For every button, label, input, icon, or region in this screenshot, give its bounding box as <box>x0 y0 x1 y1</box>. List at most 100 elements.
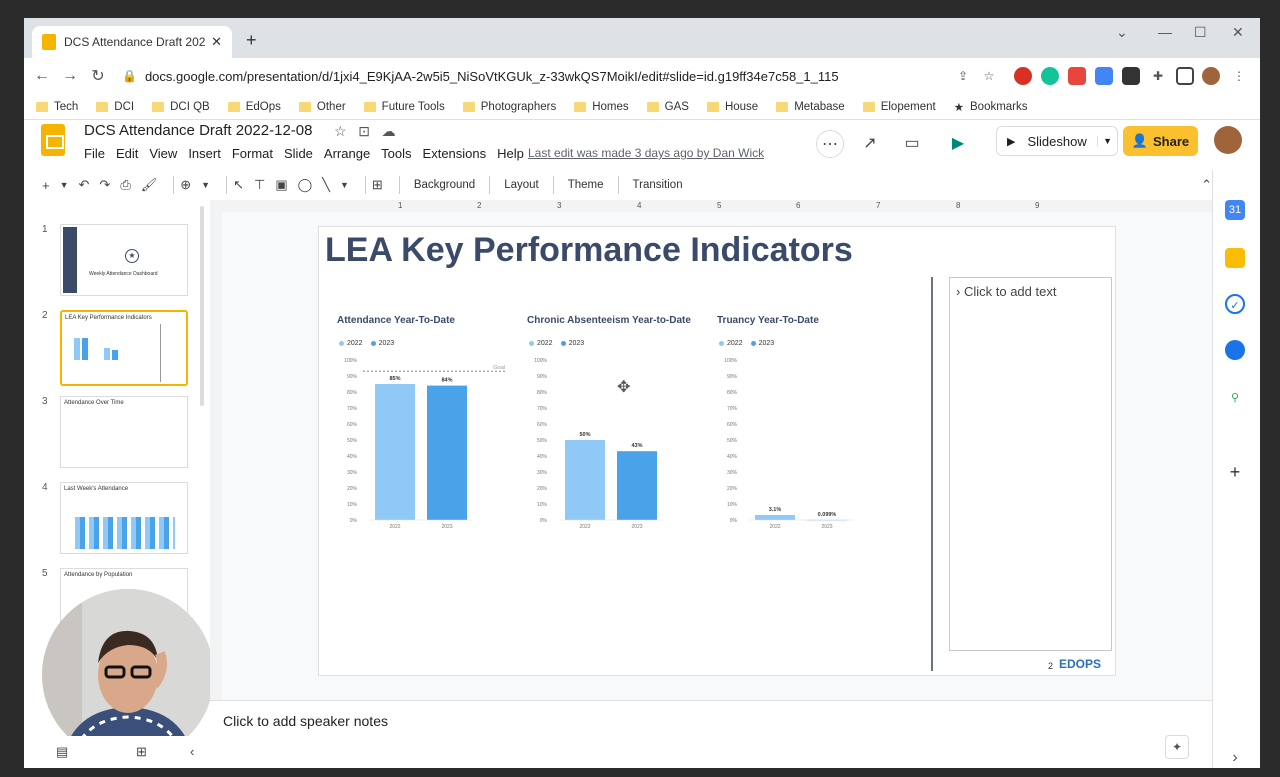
new-slide-dropdown-icon[interactable]: ▼ <box>59 180 69 190</box>
bookmark-dci-qb[interactable]: DCI QB <box>152 101 210 113</box>
zoom-icon[interactable]: ⊕ <box>180 177 192 192</box>
bookmark-future-tools[interactable]: Future Tools <box>363 101 445 113</box>
last-edit-link[interactable]: Last edit was made 3 days ago by Dan Wic… <box>528 146 765 160</box>
menu-slide[interactable]: Slide <box>284 146 313 161</box>
theme-button[interactable]: Theme <box>567 179 604 191</box>
browser-menu-icon[interactable]: ⋮ <box>1233 69 1245 83</box>
comment-icon[interactable]: ▭ <box>904 135 920 152</box>
text-placeholder-box[interactable]: › Click to add text <box>949 277 1112 651</box>
meet-icon[interactable]: ▶ <box>951 135 965 152</box>
menu-arrange[interactable]: Arrange <box>323 146 371 161</box>
close-tab-icon[interactable]: ✕ <box>211 34 222 49</box>
extensions-puzzle-icon[interactable]: ✚ <box>1152 69 1164 83</box>
maps-icon[interactable]: ⚲ <box>1225 388 1245 408</box>
line-icon[interactable]: ╲ <box>322 177 330 192</box>
menu-extensions[interactable]: Extensions <box>422 146 487 161</box>
bookmark-star-icon[interactable]: ☆ <box>983 69 995 83</box>
maximize-icon[interactable]: ☐ <box>1194 24 1207 40</box>
text-box-icon[interactable]: ⊤ <box>253 177 266 192</box>
new-tab-icon[interactable]: + <box>246 30 257 50</box>
layout-button[interactable]: Layout <box>504 179 539 191</box>
print-icon[interactable]: ⎙ <box>120 177 131 192</box>
new-slide-icon[interactable]: + <box>42 177 50 193</box>
slide-title[interactable]: LEA Key Performance Indicators <box>325 231 853 269</box>
background-button[interactable]: Background <box>413 179 476 191</box>
slideshow-button[interactable]: ▶ Slideshow ▼ <box>996 126 1118 156</box>
minimize-icon[interactable]: — <box>1158 24 1172 40</box>
menu-tools[interactable]: Tools <box>381 146 412 161</box>
slide-thumbnail-3[interactable]: Attendance Over Time <box>60 396 188 468</box>
bookmarks-folder[interactable]: ★ Bookmarks <box>953 100 1028 114</box>
filmstrip-scrollbar[interactable] <box>200 206 204 406</box>
slide-thumbnail-4[interactable]: Last Week's Attendance <box>60 482 188 554</box>
bookmark-house[interactable]: House <box>706 101 758 113</box>
share-page-icon[interactable]: ⇪ <box>957 69 969 83</box>
activity-trend-icon[interactable]: ↗ <box>863 135 877 152</box>
current-slide[interactable]: LEA Key Performance Indicators Attendanc… <box>318 226 1116 676</box>
add-comment-icon[interactable]: ⊞ <box>371 177 383 192</box>
browser-tab[interactable]: DCS Attendance Draft 2022-12-0 ✕ <box>32 26 232 58</box>
bookmark-dci[interactable]: DCI <box>96 101 134 113</box>
bookmark-metabase[interactable]: Metabase <box>776 101 845 113</box>
paint-format-icon[interactable]: 🖌 <box>140 177 158 192</box>
bookmark-gas[interactable]: GAS <box>646 101 689 113</box>
redo-icon[interactable]: ↷ <box>99 177 111 192</box>
sidepanel-icon[interactable] <box>1176 67 1194 85</box>
shield-extension-icon[interactable] <box>1068 67 1086 85</box>
menu-help[interactable]: Help <box>497 146 524 161</box>
data-label: 84% <box>441 378 452 384</box>
tab-search-icon[interactable]: ⌄ <box>1116 24 1128 40</box>
explore-icon[interactable]: ✦ <box>1165 735 1189 759</box>
menu-file[interactable]: File <box>84 146 105 161</box>
contacts-icon[interactable] <box>1225 340 1245 360</box>
bookmark-tech[interactable]: Tech <box>36 101 78 113</box>
avatar[interactable] <box>1214 126 1242 154</box>
select-cursor-icon[interactable]: ↖ <box>233 177 244 192</box>
shape-icon[interactable]: ◯ <box>297 177 313 192</box>
speaker-notes[interactable]: Click to add speaker notes ✦ <box>210 700 1212 768</box>
expand-panel-icon[interactable]: › <box>1225 748 1245 768</box>
reload-icon[interactable]: ↻ <box>91 68 105 85</box>
grid-view-icon[interactable]: ⊞ <box>136 744 147 759</box>
profile-avatar[interactable] <box>1202 67 1220 85</box>
menu-view[interactable]: View <box>149 146 178 161</box>
add-addon-icon[interactable]: + <box>1225 462 1245 482</box>
extension-dark-icon[interactable] <box>1122 67 1140 85</box>
slide-thumbnail-2[interactable]: LEA Key Performance Indicators <box>60 310 188 386</box>
slides-logo-icon[interactable] <box>41 124 65 156</box>
menu-insert[interactable]: Insert <box>188 146 221 161</box>
document-title[interactable]: DCS Attendance Draft 2022-12-08 <box>84 122 313 139</box>
list-view-icon[interactable]: ▤ <box>56 744 69 759</box>
undo-icon[interactable]: ↶ <box>78 177 90 192</box>
line-dropdown-icon[interactable]: ▼ <box>340 180 349 190</box>
forward-icon[interactable]: → <box>62 67 78 84</box>
extension-arrow-icon[interactable] <box>1095 67 1113 85</box>
collapse-toolbar-icon[interactable]: ⌃ <box>1201 177 1212 192</box>
move-folder-icon[interactable]: ⊡ <box>358 123 370 139</box>
bookmark-elopement[interactable]: Elopement <box>862 101 936 113</box>
calendar-icon[interactable]: 31 <box>1225 200 1245 220</box>
zoom-dropdown-icon[interactable]: ▼ <box>201 180 211 190</box>
star-icon[interactable]: ☆ <box>334 123 347 139</box>
cloud-status-icon[interactable]: ☁ <box>381 123 396 139</box>
image-icon[interactable]: ▣ <box>275 177 288 192</box>
bookmark-other[interactable]: Other <box>298 101 346 113</box>
close-window-icon[interactable]: ✕ <box>1232 24 1244 40</box>
bookmark-homes[interactable]: Homes <box>574 101 629 113</box>
grammarly-icon[interactable] <box>1041 67 1059 85</box>
keep-icon[interactable] <box>1225 248 1245 268</box>
slide-thumbnail-1[interactable]: ★ Weekly Attendance Dashboard <box>60 224 188 296</box>
extension-red-icon[interactable] <box>1014 67 1032 85</box>
menu-format[interactable]: Format <box>231 146 273 161</box>
back-icon[interactable]: ← <box>34 67 50 84</box>
share-button[interactable]: 👤 Share <box>1123 126 1198 156</box>
comments-history-icon[interactable]: ⋯ <box>816 130 844 158</box>
transition-button[interactable]: Transition <box>632 179 683 191</box>
bookmark-photographers[interactable]: Photographers <box>462 101 556 113</box>
tasks-icon[interactable]: ✓ <box>1225 294 1245 314</box>
collapse-panel-icon[interactable]: ‹ <box>190 744 195 759</box>
url-bar[interactable]: 🔒 docs.google.com/presentation/d/1jxi4_E… <box>122 62 952 90</box>
slideshow-dropdown-icon[interactable]: ▼ <box>1097 136 1117 146</box>
menu-edit[interactable]: Edit <box>115 146 139 161</box>
bookmark-edops[interactable]: EdOps <box>227 101 281 113</box>
